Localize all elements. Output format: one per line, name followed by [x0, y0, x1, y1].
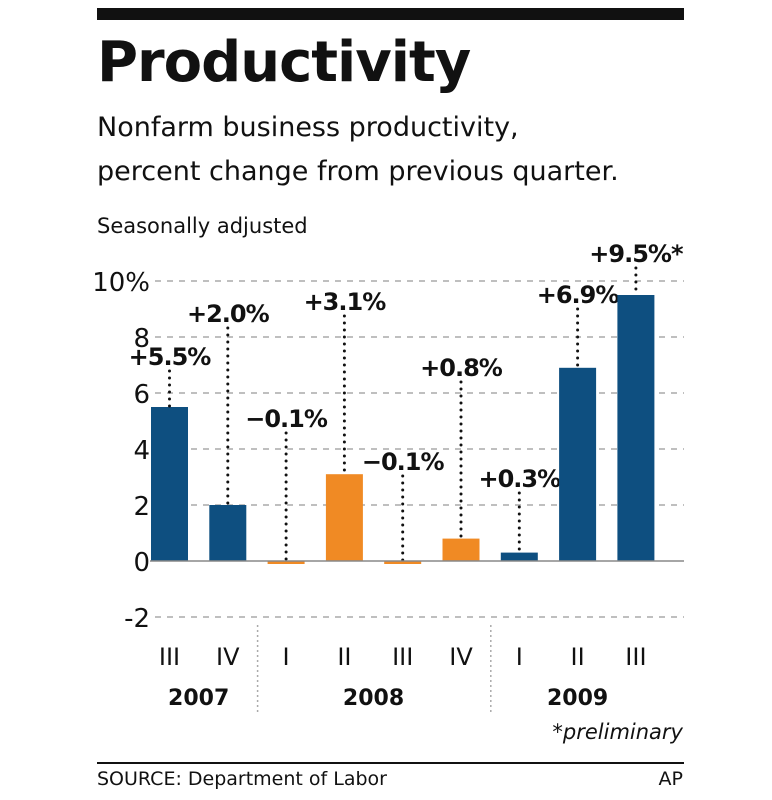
x-tick-label: II [571, 643, 585, 671]
data-label: +3.1% [304, 288, 387, 316]
x-tick-label: IV [216, 643, 240, 671]
data-label: +6.9% [537, 281, 620, 309]
subtitle-line-1: Nonfarm business productivity, [97, 112, 519, 143]
bar [384, 561, 422, 564]
y-tick-label: 6 [133, 380, 150, 410]
y-tick-label: -2 [124, 604, 150, 634]
seasonal-note: Seasonally adjusted [97, 214, 308, 238]
bar [267, 561, 305, 564]
year-label: 2008 [343, 686, 404, 711]
bar [617, 295, 655, 561]
data-label: +5.5% [129, 343, 212, 371]
data-label: +9.5%* [589, 240, 684, 268]
x-tick-label: III [625, 643, 646, 671]
source: SOURCE: Department of Labor [97, 768, 387, 790]
top-rule [97, 8, 684, 20]
y-tick-label: 10% [92, 268, 150, 298]
x-tick-label: III [392, 643, 413, 671]
data-label: +2.0% [187, 300, 270, 328]
chart-title: Productivity [97, 30, 471, 95]
bar [559, 367, 597, 561]
bar [442, 538, 480, 561]
credit: AP [658, 768, 683, 790]
bar [325, 474, 363, 561]
y-tick-label: 4 [133, 436, 150, 466]
y-tick-label: 8 [133, 324, 150, 354]
data-label: +0.3% [478, 465, 561, 493]
x-tick-label: I [516, 643, 523, 671]
x-tick-label: IV [449, 643, 473, 671]
bottom-rule [97, 762, 684, 764]
data-label: −0.1% [362, 448, 445, 476]
x-tick-label: III [159, 643, 180, 671]
y-tick-label: 2 [133, 492, 150, 522]
data-label: −0.1% [245, 405, 328, 433]
x-tick-label: II [337, 643, 351, 671]
bar [500, 552, 538, 561]
bar [151, 407, 188, 561]
y-tick-label: 0 [133, 548, 150, 578]
footnote: *preliminary [552, 720, 683, 744]
bar [209, 505, 247, 561]
data-label: +0.8% [420, 354, 503, 382]
year-label: 2007 [168, 686, 229, 711]
subtitle-line-2: percent change from previous quarter. [97, 156, 619, 187]
year-label: 2009 [547, 686, 608, 711]
x-tick-label: I [283, 643, 290, 671]
